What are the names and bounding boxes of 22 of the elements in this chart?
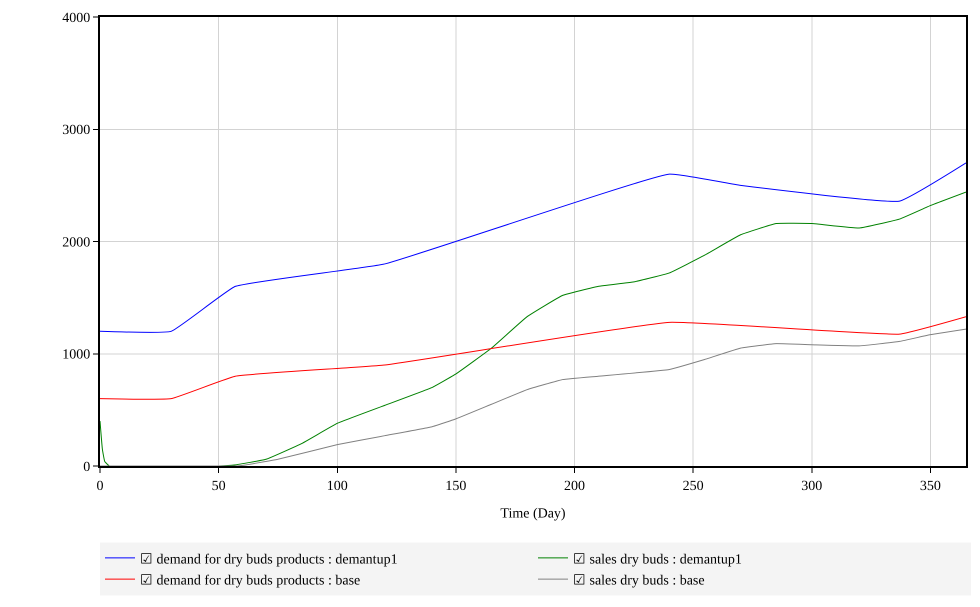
x-tick-label: 0 xyxy=(96,478,104,494)
x-tick-label: 300 xyxy=(801,478,822,494)
y-tick-label: 4000 xyxy=(62,10,90,26)
legend-label: ☑ sales dry buds : demantup1 xyxy=(573,552,742,568)
y-tick-label: 1000 xyxy=(62,348,90,363)
legend-label: ☑ sales dry buds : base xyxy=(573,574,705,589)
x-tick-label: 350 xyxy=(920,478,941,494)
x-tick-label: 50 xyxy=(212,478,226,494)
line-series xyxy=(100,316,966,400)
x-axis-title: Time (Day) xyxy=(500,506,566,522)
x-tick-label: 200 xyxy=(564,478,586,494)
x-tick-label: 100 xyxy=(326,478,348,494)
x-tick-label: 250 xyxy=(682,478,704,494)
legend-label: ☑ demand for dry buds products : base xyxy=(140,574,360,589)
line-series xyxy=(100,192,966,466)
y-tick-label: 3000 xyxy=(62,123,90,138)
line-series xyxy=(100,162,966,333)
x-tick-label: 150 xyxy=(445,478,466,494)
y-tick-label: 2000 xyxy=(62,235,90,250)
y-tick-label: 0 xyxy=(83,460,90,475)
line-series xyxy=(100,328,966,466)
legend-label: ☑ demand for dry buds products : demantup1 xyxy=(140,552,398,568)
